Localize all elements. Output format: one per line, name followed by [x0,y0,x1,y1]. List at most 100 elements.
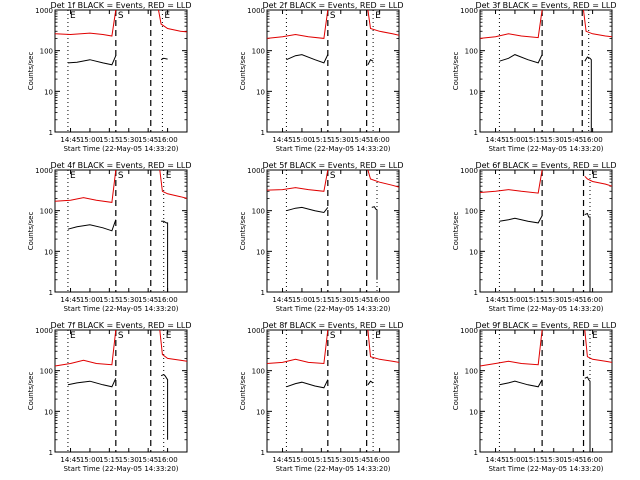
y-tick-label: 1000 [35,167,53,175]
y-tick-label: 100 [465,48,478,56]
panel-title: Det 4f BLACK = Events, RED = LLD [50,161,191,170]
x-tick-label: 15:15 [524,296,544,304]
x-axis-label: Start Time (22-May-05 14:33:20) [275,145,390,153]
y-tick-label: 1000 [247,167,265,175]
series-lld-line [158,9,188,33]
plot-frame [266,9,400,133]
panel-1: Det 1f BLACK = Events, RED = LLD 1 10 100 10… [27,1,192,153]
x-tick-label: 16:00 [369,456,389,464]
marker-label: S [118,331,124,341]
marker-label: S [118,11,124,21]
y-tick-label: 10 [256,248,265,256]
y-tick-label: 10 [469,248,478,256]
panel-title: Det 1f BLACK = Events, RED = LLD [50,1,191,10]
x-tick-label: 15:15 [311,456,331,464]
series-events-line [160,374,169,440]
x-tick-label: 15:30 [331,136,351,144]
series-events-line [67,219,117,232]
y-tick-label: 1 [49,289,53,297]
x-tick-label: 15:00 [80,136,100,144]
y-tick-label: 100 [465,208,478,216]
y-tick-label: 100 [40,368,53,376]
plot-frame [479,9,613,133]
y-tick-label: 1 [49,129,53,137]
x-tick-label: 14:45 [272,136,292,144]
plot-frame [266,169,400,293]
x-tick-label: 15:15 [524,456,544,464]
marker-label: E [166,171,172,181]
y-axis-label: Counts/sec [27,52,35,91]
plot-frame [54,169,188,293]
y-tick-label: 1000 [35,327,53,335]
panel-7: Det 7f BLACK = Events, RED = LLD 1 10 100 10… [27,321,192,473]
panel-title: Det 9f BLACK = Events, RED = LLD [475,321,616,330]
series-lld-line [266,329,329,365]
x-tick-label: 15:30 [119,136,139,144]
y-tick-label: 1000 [247,327,265,335]
marker-label: E [375,11,381,21]
x-tick-label: 15:45 [350,456,370,464]
y-tick-label: 100 [252,48,265,56]
x-tick-label: 15:45 [138,136,158,144]
marker-label: E [592,331,598,341]
panel-9: Det 9f BLACK = Events, RED = LLD 1 10 100 10… [452,321,617,473]
x-axis-label: Start Time (22-May-05 14:33:20) [275,305,390,313]
x-tick-label: 15:00 [292,296,312,304]
y-tick-label: 10 [44,408,53,416]
series-lld-line [479,169,543,194]
series-lld-line [367,329,400,363]
x-tick-label: 15:15 [524,136,544,144]
x-tick-label: 16:00 [582,296,602,304]
panel-title: Det 5f BLACK = Events, RED = LLD [262,161,403,170]
y-tick-label: 100 [252,368,265,376]
series-events-line [584,56,592,132]
y-axis-label: Counts/sec [239,212,247,251]
y-tick-label: 100 [465,368,478,376]
x-tick-label: 16:00 [369,296,389,304]
y-tick-label: 10 [44,88,53,96]
plot-frame [54,329,188,453]
x-tick-label: 15:00 [505,296,525,304]
x-tick-label: 16:00 [157,136,177,144]
y-tick-label: 1 [261,449,265,457]
x-axis-label: Start Time (22-May-05 14:33:20) [488,305,603,313]
x-tick-label: 15:30 [544,456,564,464]
marker-label: E [70,331,76,341]
x-tick-label: 15:15 [99,136,119,144]
panel-3: Det 3f BLACK = Events, RED = LLD 1 10 100 10… [452,1,617,153]
series-lld-line [54,329,117,367]
series-lld-line [479,329,543,367]
y-axis-label: Counts/sec [452,52,460,91]
x-tick-label: 16:00 [157,456,177,464]
y-tick-label: 1 [261,129,265,137]
x-axis-label: Start Time (22-May-05 14:33:20) [275,465,390,473]
panel-title: Det 7f BLACK = Events, RED = LLD [50,321,191,330]
x-tick-label: 15:30 [119,296,139,304]
y-tick-label: 10 [256,408,265,416]
x-tick-label: 16:00 [582,136,602,144]
y-tick-label: 100 [40,208,53,216]
y-axis-label: Counts/sec [239,372,247,411]
series-lld-line [583,9,613,38]
x-tick-label: 15:30 [119,456,139,464]
x-tick-label: 15:45 [138,296,158,304]
series-events-line [286,379,329,389]
x-axis-label: Start Time (22-May-05 14:33:20) [63,305,178,313]
x-tick-label: 16:00 [582,456,602,464]
x-tick-label: 15:00 [80,296,100,304]
y-tick-label: 100 [252,208,265,216]
x-tick-label: 15:00 [505,136,525,144]
marker-label: S [330,331,336,341]
y-tick-label: 10 [44,248,53,256]
x-tick-label: 15:00 [292,136,312,144]
x-tick-label: 15:00 [505,456,525,464]
y-axis-label: Counts/sec [27,212,35,251]
panel-8: Det 8f BLACK = Events, RED = LLD 1 10 100 10… [239,321,404,473]
y-axis-label: Counts/sec [27,372,35,411]
series-events-line [584,376,591,452]
x-tick-label: 15:45 [563,456,583,464]
y-axis-label: Counts/sec [239,52,247,91]
x-tick-label: 15:30 [544,296,564,304]
series-events-line [286,206,329,214]
marker-label: E [70,11,76,21]
